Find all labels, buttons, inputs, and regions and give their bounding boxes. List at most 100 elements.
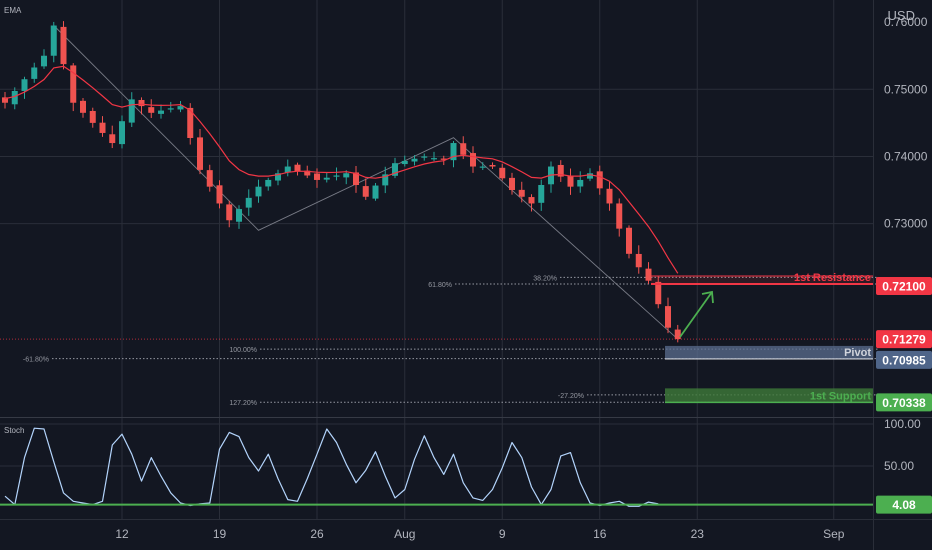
candle-body	[509, 177, 515, 191]
candle-body	[343, 173, 350, 178]
levels-overlay: 1st Resistance Pivot 1st Support	[0, 272, 873, 404]
candle	[655, 276, 662, 309]
stoch-badge-text: 4.08	[892, 498, 916, 512]
projection-arrow-head	[701, 290, 714, 304]
candle-body	[70, 65, 77, 103]
candle	[665, 297, 671, 334]
candle	[499, 163, 506, 181]
candle	[275, 169, 281, 186]
level-1st-support: 1st Support	[665, 388, 873, 404]
candle	[119, 115, 125, 149]
candle	[401, 155, 408, 167]
price-badge-pivot: 0.70985	[876, 350, 932, 369]
candle-body	[284, 166, 291, 173]
candle	[158, 104, 164, 119]
candle-body	[304, 170, 311, 176]
candle-body	[596, 171, 603, 189]
candle	[206, 164, 213, 192]
candle	[50, 21, 57, 63]
level-1st-resistance: 1st Resistance	[651, 272, 873, 286]
resistance-zone	[651, 276, 873, 285]
candle	[197, 128, 203, 175]
indicator-label-stoch[interactable]: Stoch	[4, 426, 24, 435]
candle	[470, 146, 476, 173]
candle-body	[21, 79, 28, 91]
candle-body	[665, 306, 671, 328]
candle	[99, 116, 106, 137]
candle-body	[401, 160, 408, 165]
candle	[2, 92, 8, 109]
candlestick-series	[2, 21, 681, 343]
time-tick-label: 9	[499, 527, 506, 541]
price-tick-label: 0.75000	[884, 82, 928, 96]
price-badge-pivot-text: 0.70985	[882, 353, 926, 367]
candle	[372, 182, 379, 201]
fib-level-label: -27.20%	[558, 393, 584, 400]
candle-body	[109, 134, 116, 144]
candle-body	[294, 164, 301, 172]
candle-body	[392, 163, 398, 176]
candle-body	[674, 329, 681, 340]
candle	[323, 172, 330, 183]
time-tick-label: Sep	[823, 527, 845, 541]
candle-body	[382, 174, 389, 186]
candle	[431, 151, 437, 162]
candle	[479, 162, 486, 170]
stoch-tick-label: 100.00	[884, 417, 921, 431]
level-name-label: 1st Support	[810, 390, 871, 402]
candle-body	[167, 108, 174, 110]
candle	[89, 107, 96, 128]
candle-body	[158, 110, 164, 114]
level-pivot: Pivot	[665, 345, 873, 360]
candle-body	[616, 203, 623, 229]
candle-body	[177, 106, 184, 110]
indicator-label-ema[interactable]: EMA	[4, 6, 22, 15]
support-zone	[665, 388, 873, 403]
candle	[216, 180, 223, 209]
candle	[31, 62, 38, 83]
currency-label[interactable]: USD	[888, 8, 915, 23]
candle	[528, 194, 535, 212]
candle	[70, 63, 77, 112]
candle-body	[353, 172, 359, 185]
level-name-label: 1st Resistance	[794, 272, 871, 284]
ema-line	[4, 65, 679, 274]
fib-level-label: 61.80%	[428, 282, 452, 289]
candle-body	[411, 158, 418, 162]
candle-body	[528, 197, 535, 204]
candle-body	[226, 204, 233, 221]
candle-body	[489, 164, 496, 167]
time-tick-label: 19	[213, 527, 227, 541]
stochastic-panel	[0, 427, 873, 507]
price-badge-last-bg	[876, 330, 932, 349]
candle-body	[362, 186, 369, 197]
price-tick-label: 0.74000	[884, 149, 928, 163]
candle	[167, 101, 174, 113]
candle-body	[606, 188, 613, 204]
candle	[294, 162, 301, 176]
candle	[518, 181, 525, 203]
candle	[177, 101, 184, 113]
price-badge-1st-support-bg	[876, 393, 932, 412]
candle-body	[333, 175, 340, 177]
price-badge-1st-support-text: 0.70338	[882, 396, 926, 410]
fib-level-label: 100.00%	[229, 347, 257, 354]
candle	[421, 153, 428, 161]
candle	[333, 167, 340, 181]
price-badge-last-text: 0.71279	[882, 333, 926, 347]
candle	[109, 125, 116, 149]
candle	[577, 171, 584, 193]
stoch-badge: 4.08	[876, 495, 932, 514]
time-tick-label: 26	[310, 527, 324, 541]
candle-body	[11, 90, 18, 105]
candle-body	[236, 209, 242, 222]
candle-body	[80, 100, 86, 113]
candle-body	[635, 253, 642, 268]
stoch-tick-label: 50.00	[884, 459, 914, 473]
time-tick-label: Aug	[394, 527, 415, 541]
candle	[538, 179, 545, 211]
candle-body	[255, 186, 262, 197]
candle	[411, 155, 418, 166]
stoch-line	[4, 427, 659, 507]
axis-labels[interactable]: 12 19 26 Aug 9 16 23 Sep 0.75000 0.74000 0.73000 0.…	[115, 15, 927, 541]
